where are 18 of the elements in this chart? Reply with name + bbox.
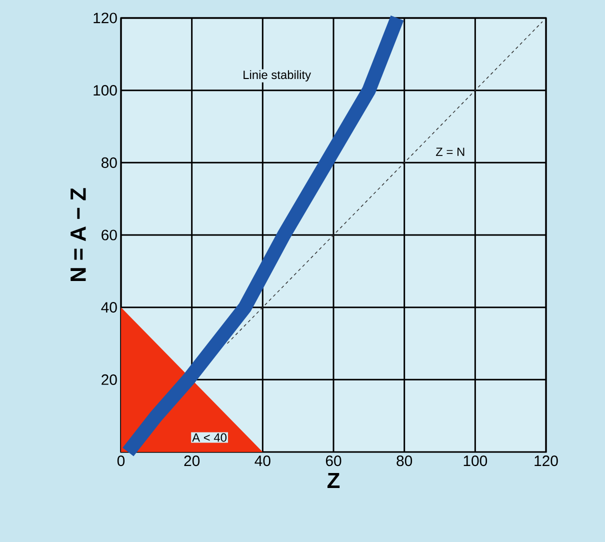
x-tick-label: 120 — [534, 456, 558, 466]
annotation: Linie stability — [244, 70, 312, 82]
y-axis-title: N = A − Z — [70, 188, 86, 282]
x-tick-label: 60 — [326, 456, 342, 466]
y-tick-label: 20 — [102, 374, 117, 385]
y-tick-label: 60 — [102, 230, 117, 240]
y-tick-label: 80 — [102, 157, 117, 168]
x-tick-label: 80 — [396, 456, 412, 466]
x-tick-label: 100 — [464, 456, 488, 466]
x-axis-title: Z — [327, 472, 340, 488]
annotation: A < 40 — [192, 433, 227, 442]
x-tick-label: 20 — [184, 456, 200, 466]
x-tick-label: 40 — [254, 456, 270, 466]
y-tick-label: 120 — [94, 12, 117, 24]
x-tick-label: 0 — [117, 456, 125, 466]
y-tick-label: 40 — [101, 302, 117, 313]
y-tick-label: 100 — [94, 85, 117, 96]
annotation: Z = N — [436, 148, 464, 156]
